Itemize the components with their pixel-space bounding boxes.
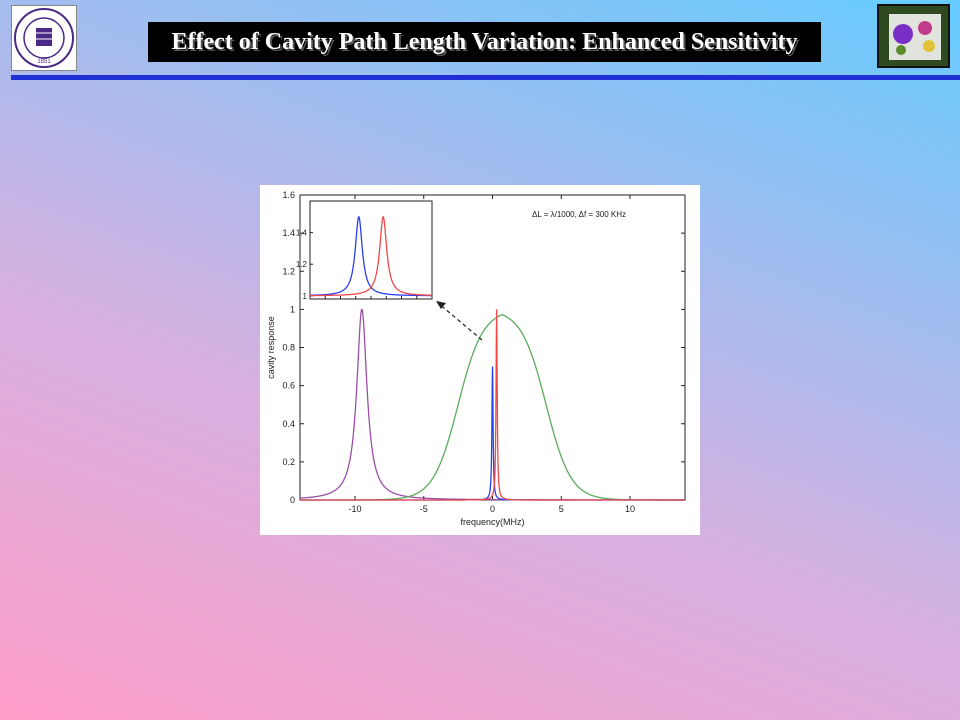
- x-tick-label: 5: [559, 504, 564, 514]
- x-tick-label: 10: [625, 504, 635, 514]
- university-logo: 1851: [11, 5, 77, 71]
- y-tick-label: 1.2: [282, 266, 295, 276]
- inset-series-1: [310, 215, 433, 297]
- y-tick-label: 0.8: [282, 343, 295, 353]
- inset-chart: 1 1.2 1.4: [296, 200, 483, 341]
- cavity-response-chart: -10 -5 0 5 10 0 0.2 0.4 0.6 0.8 1 1.2 1.4 1.6 1 1.2 1.4…: [266, 190, 686, 527]
- flower-photo: [877, 4, 950, 68]
- university-seal-icon: 1851: [14, 8, 74, 68]
- y-tick-label: 0: [290, 495, 295, 505]
- x-tick-label: -5: [420, 504, 428, 514]
- y-tick-label: 1: [290, 304, 295, 314]
- slide-title-bar: Effect of Cavity Path Length Variation: …: [148, 22, 821, 62]
- inset-y-tick-label: 1.2: [296, 260, 308, 269]
- inset-y-tick-label: 1: [303, 292, 308, 301]
- header-rule: [11, 75, 960, 80]
- y-tick-label: 0.4: [282, 419, 295, 429]
- y-tick-label: 1.4: [282, 228, 295, 238]
- inset-arrow-head: [436, 301, 446, 309]
- y-tick-label: 0.2: [282, 457, 295, 467]
- main-plot-area: [299, 308, 685, 501]
- x-axis-label: frequency(MHz): [460, 517, 524, 527]
- y-tick-label: 0.6: [282, 381, 295, 391]
- chart-annotation: ΔL = λ/1000, Δf = 300 KHz: [532, 210, 626, 219]
- chart-panel: -10 -5 0 5 10 0 0.2 0.4 0.6 0.8 1 1.2 1.4 1.6 1 1.2 1.4…: [260, 185, 700, 535]
- inset-frame: [309, 200, 433, 300]
- main-series-2: [300, 366, 685, 501]
- slide-title: Effect of Cavity Path Length Variation: …: [171, 28, 798, 55]
- logo-year: 1851: [37, 59, 51, 65]
- x-tick-label: 0: [490, 504, 495, 514]
- main-series-3: [300, 309, 685, 501]
- inset-y-tick-label: 1.4: [296, 229, 308, 238]
- inset-arrow: [437, 302, 483, 341]
- flower-photo-icon: [879, 6, 948, 66]
- y-axis-label: cavity response: [266, 316, 276, 379]
- x-tick-label: -10: [348, 504, 361, 514]
- y-tick-label: 1.6: [282, 190, 295, 200]
